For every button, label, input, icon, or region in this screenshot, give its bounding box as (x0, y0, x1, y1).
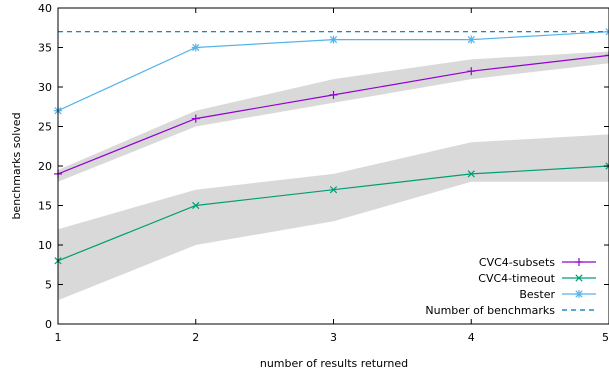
point-cvc4-timeout (467, 170, 475, 178)
legend-marker-cvc4-timeout (575, 274, 583, 282)
point-cvc4-timeout (192, 201, 200, 210)
point-cvc4-timeout (329, 186, 338, 194)
point-cvc4-subsets (191, 114, 200, 123)
band-cvc4-timeout (58, 134, 609, 301)
x-axis-title: number of results returned (260, 357, 408, 370)
point-cvc4-subsets (467, 67, 476, 76)
y-tick-label: 0 (45, 318, 52, 331)
point-bester (329, 35, 338, 44)
y-tick-label: 15 (38, 200, 52, 213)
x-tick-label: 1 (55, 331, 62, 344)
legend-label-number-of-benchmarks: Number of benchmarks (425, 304, 555, 317)
legend: CVC4-subsets CVC4-timeout Bester Number of … (425, 256, 596, 317)
y-tick-label: 40 (38, 2, 52, 15)
point-bester (191, 43, 200, 52)
x-tick-label: 2 (192, 331, 199, 344)
y-tick-label: 10 (38, 239, 52, 252)
point-cvc4-subsets (329, 90, 338, 99)
legend-label-bester: Bester (519, 288, 555, 301)
band-cvc4-subsets (58, 51, 609, 182)
legend-label-cvc4-timeout: CVC4-timeout (478, 272, 555, 285)
y-tick-label: 30 (38, 81, 52, 94)
axis-ticks: 0 5 10 15 20 25 30 35 40 1 2 3 4 5 (38, 2, 609, 344)
confidence-bands (58, 51, 609, 301)
y-tick-label: 25 (38, 121, 52, 134)
x-tick-label: 4 (468, 331, 475, 344)
y-tick-label: 5 (45, 279, 52, 292)
y-axis-title: benchmarks solved (10, 112, 23, 219)
y-tick-label: 35 (38, 42, 52, 55)
y-tick-label: 20 (38, 160, 52, 173)
x-tick-label: 3 (330, 331, 337, 344)
point-cvc4-subsets (605, 51, 609, 60)
point-bester (467, 35, 476, 44)
point-cvc4-timeout (605, 162, 609, 170)
x-tick-label: 5 (602, 331, 609, 344)
legend-label-cvc4-subsets: CVC4-subsets (479, 256, 555, 269)
legend-marker-cvc4-subsets (575, 258, 583, 266)
point-bester (605, 27, 609, 36)
legend-marker-bester (575, 290, 583, 298)
